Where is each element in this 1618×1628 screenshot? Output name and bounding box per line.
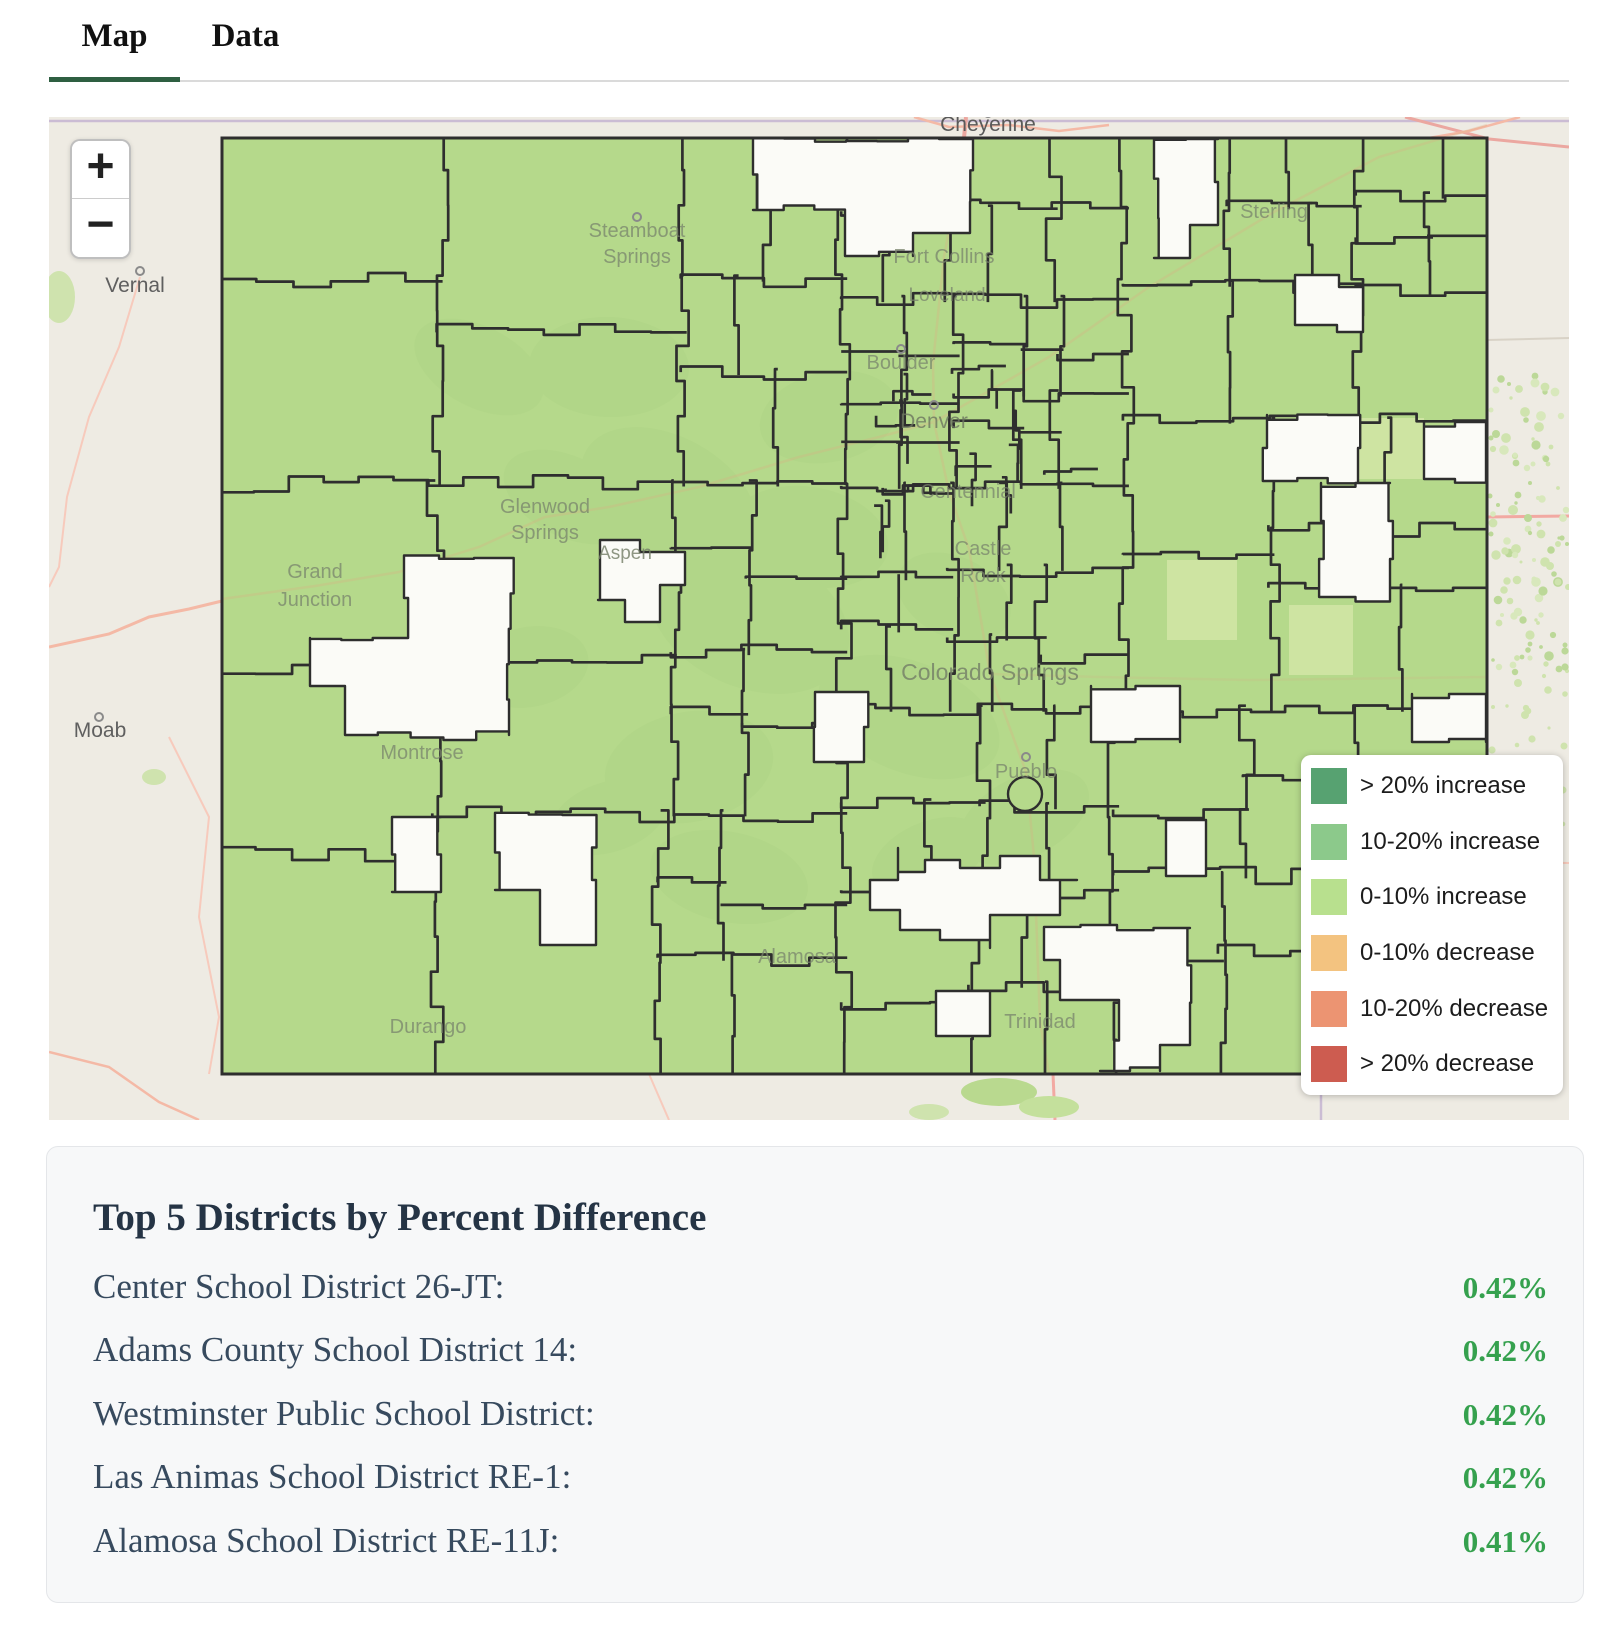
svg-text:Rock: Rock [960, 565, 1007, 587]
svg-text:Fort Collins: Fort Collins [893, 246, 994, 268]
svg-text:Sterling: Sterling [1240, 201, 1308, 223]
svg-text:Cheyenne: Cheyenne [940, 117, 1036, 136]
svg-text:Denver: Denver [900, 410, 968, 433]
svg-text:Colorado Springs: Colorado Springs [901, 659, 1079, 685]
svg-text:Durango: Durango [390, 1016, 467, 1038]
svg-text:Glenwood: Glenwood [500, 496, 590, 518]
svg-text:Grand: Grand [287, 561, 343, 583]
svg-text:Montrose: Montrose [380, 742, 463, 764]
svg-text:Moab: Moab [74, 719, 127, 742]
svg-text:Castle: Castle [955, 538, 1012, 560]
svg-text:Pueblo: Pueblo [995, 761, 1057, 783]
svg-text:Alamosa: Alamosa [758, 946, 837, 968]
svg-text:Centennial: Centennial [920, 481, 1016, 503]
svg-text:Springs: Springs [603, 246, 671, 268]
svg-text:Vernal: Vernal [105, 274, 165, 297]
svg-text:Loveland: Loveland [908, 285, 985, 306]
svg-text:Aspen: Aspen [598, 543, 652, 564]
svg-text:Trinidad: Trinidad [1004, 1011, 1076, 1033]
svg-text:Springs: Springs [511, 522, 579, 544]
svg-text:Junction: Junction [278, 589, 353, 611]
svg-text:Steamboat: Steamboat [589, 220, 686, 242]
svg-text:Boulder: Boulder [867, 352, 936, 374]
